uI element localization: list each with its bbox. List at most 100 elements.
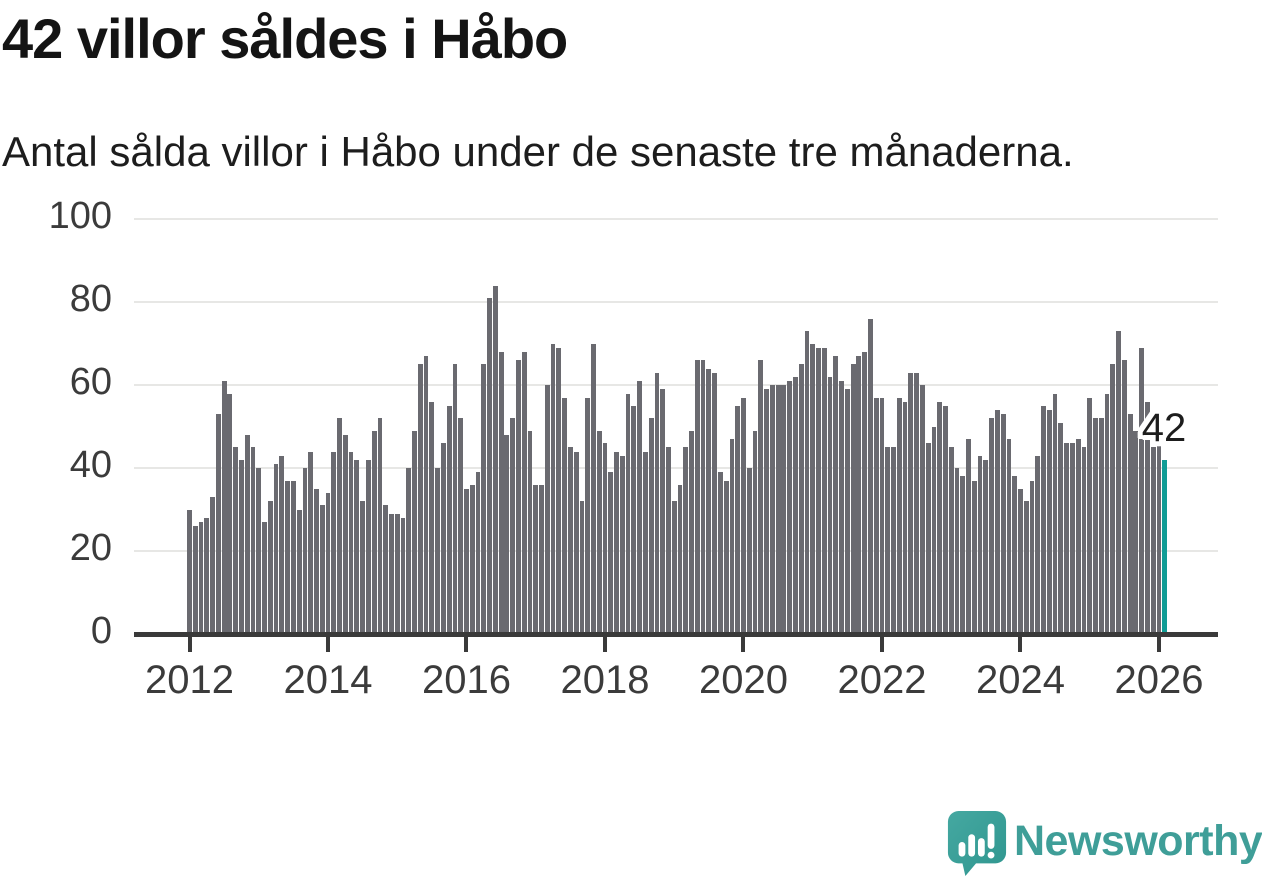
bar xyxy=(971,480,977,634)
bar xyxy=(758,360,764,634)
bar xyxy=(400,517,406,634)
bar xyxy=(994,410,1000,634)
bar xyxy=(469,484,475,634)
newsworthy-logo: Newsworthy xyxy=(946,806,1262,876)
bar xyxy=(798,364,804,634)
bar xyxy=(435,468,441,634)
bar xyxy=(960,476,966,634)
bar xyxy=(1064,443,1070,634)
bar xyxy=(389,513,394,634)
x-axis-line xyxy=(134,632,1218,637)
bar xyxy=(596,430,602,634)
bar xyxy=(619,455,625,634)
bar xyxy=(660,389,666,634)
bar xyxy=(250,447,256,634)
bar xyxy=(365,459,371,634)
bar xyxy=(504,434,510,634)
bar xyxy=(314,488,319,634)
bar xyxy=(1075,439,1081,634)
bar xyxy=(937,401,943,634)
x-axis-tick-label: 2020 xyxy=(698,658,788,702)
bar xyxy=(585,397,591,634)
bar xyxy=(579,501,585,634)
bar xyxy=(954,468,960,634)
bar xyxy=(544,385,550,634)
y-axis-tick-label: 0 xyxy=(90,610,112,652)
bar xyxy=(308,451,314,634)
bar xyxy=(885,447,891,634)
bar xyxy=(239,459,244,634)
bar xyxy=(539,484,544,634)
bar xyxy=(631,405,637,634)
bar xyxy=(348,451,354,634)
bar xyxy=(244,434,250,634)
bar xyxy=(527,430,533,634)
bar xyxy=(204,517,210,634)
bar xyxy=(977,455,983,634)
bar xyxy=(902,401,908,634)
bar xyxy=(602,443,608,634)
bar xyxy=(769,385,775,634)
chart-bar-tall-icon xyxy=(968,834,976,857)
x-axis-tick xyxy=(1018,637,1023,652)
bar xyxy=(1058,422,1064,634)
bar xyxy=(608,472,614,634)
x-axis-tick xyxy=(1156,637,1161,652)
bar xyxy=(319,505,325,634)
chart-subtitle: Antal sålda villor i Håbo under de senas… xyxy=(2,128,1074,175)
bar xyxy=(279,455,285,634)
bar xyxy=(821,347,827,634)
bar xyxy=(210,497,215,634)
bar xyxy=(793,376,798,634)
bar xyxy=(891,447,896,634)
bar xyxy=(856,356,862,634)
bar xyxy=(262,522,267,634)
bar xyxy=(1087,397,1093,634)
newsworthy-brand-text: Newsworthy xyxy=(1014,817,1262,865)
bar xyxy=(533,484,539,634)
bar xyxy=(394,513,400,634)
bar xyxy=(1093,418,1098,634)
bar xyxy=(775,385,781,634)
bar xyxy=(227,393,233,634)
y-axis-tick-label: 80 xyxy=(69,278,112,321)
bar xyxy=(1156,443,1162,634)
bar xyxy=(187,509,192,634)
bar xyxy=(302,468,308,634)
bar xyxy=(1127,414,1133,634)
x-axis-tick-label: 2012 xyxy=(145,658,234,702)
bar xyxy=(354,459,360,634)
bar xyxy=(833,356,839,634)
x-axis-tick xyxy=(879,637,884,652)
bar xyxy=(377,418,383,634)
page-title: 42 villor såldes i Håbo xyxy=(2,7,568,70)
bar xyxy=(943,405,948,634)
bar xyxy=(666,447,671,634)
bar xyxy=(1110,364,1116,634)
bar xyxy=(694,360,700,634)
bar xyxy=(1046,410,1052,634)
bar xyxy=(360,501,366,634)
bar xyxy=(331,451,337,634)
bar xyxy=(441,443,446,634)
bar xyxy=(850,364,856,634)
bar xyxy=(1023,501,1029,634)
bar xyxy=(556,347,562,634)
highlighted-bar xyxy=(1162,459,1168,634)
bar xyxy=(1081,447,1087,634)
gridline-y-40 xyxy=(134,467,1218,470)
bar xyxy=(1121,360,1127,634)
bar xyxy=(464,488,469,634)
bar xyxy=(562,397,567,634)
bar xyxy=(337,418,342,634)
bar xyxy=(1150,447,1156,634)
bar xyxy=(948,447,954,634)
bar xyxy=(723,480,729,634)
bar xyxy=(452,364,458,634)
speech-bubble-shape xyxy=(947,811,1007,876)
bar xyxy=(637,381,643,634)
bar xyxy=(429,401,435,634)
highlight-value-label: 42 xyxy=(1141,406,1187,450)
x-axis-tick-label: 2022 xyxy=(837,658,927,702)
bar xyxy=(671,501,677,634)
